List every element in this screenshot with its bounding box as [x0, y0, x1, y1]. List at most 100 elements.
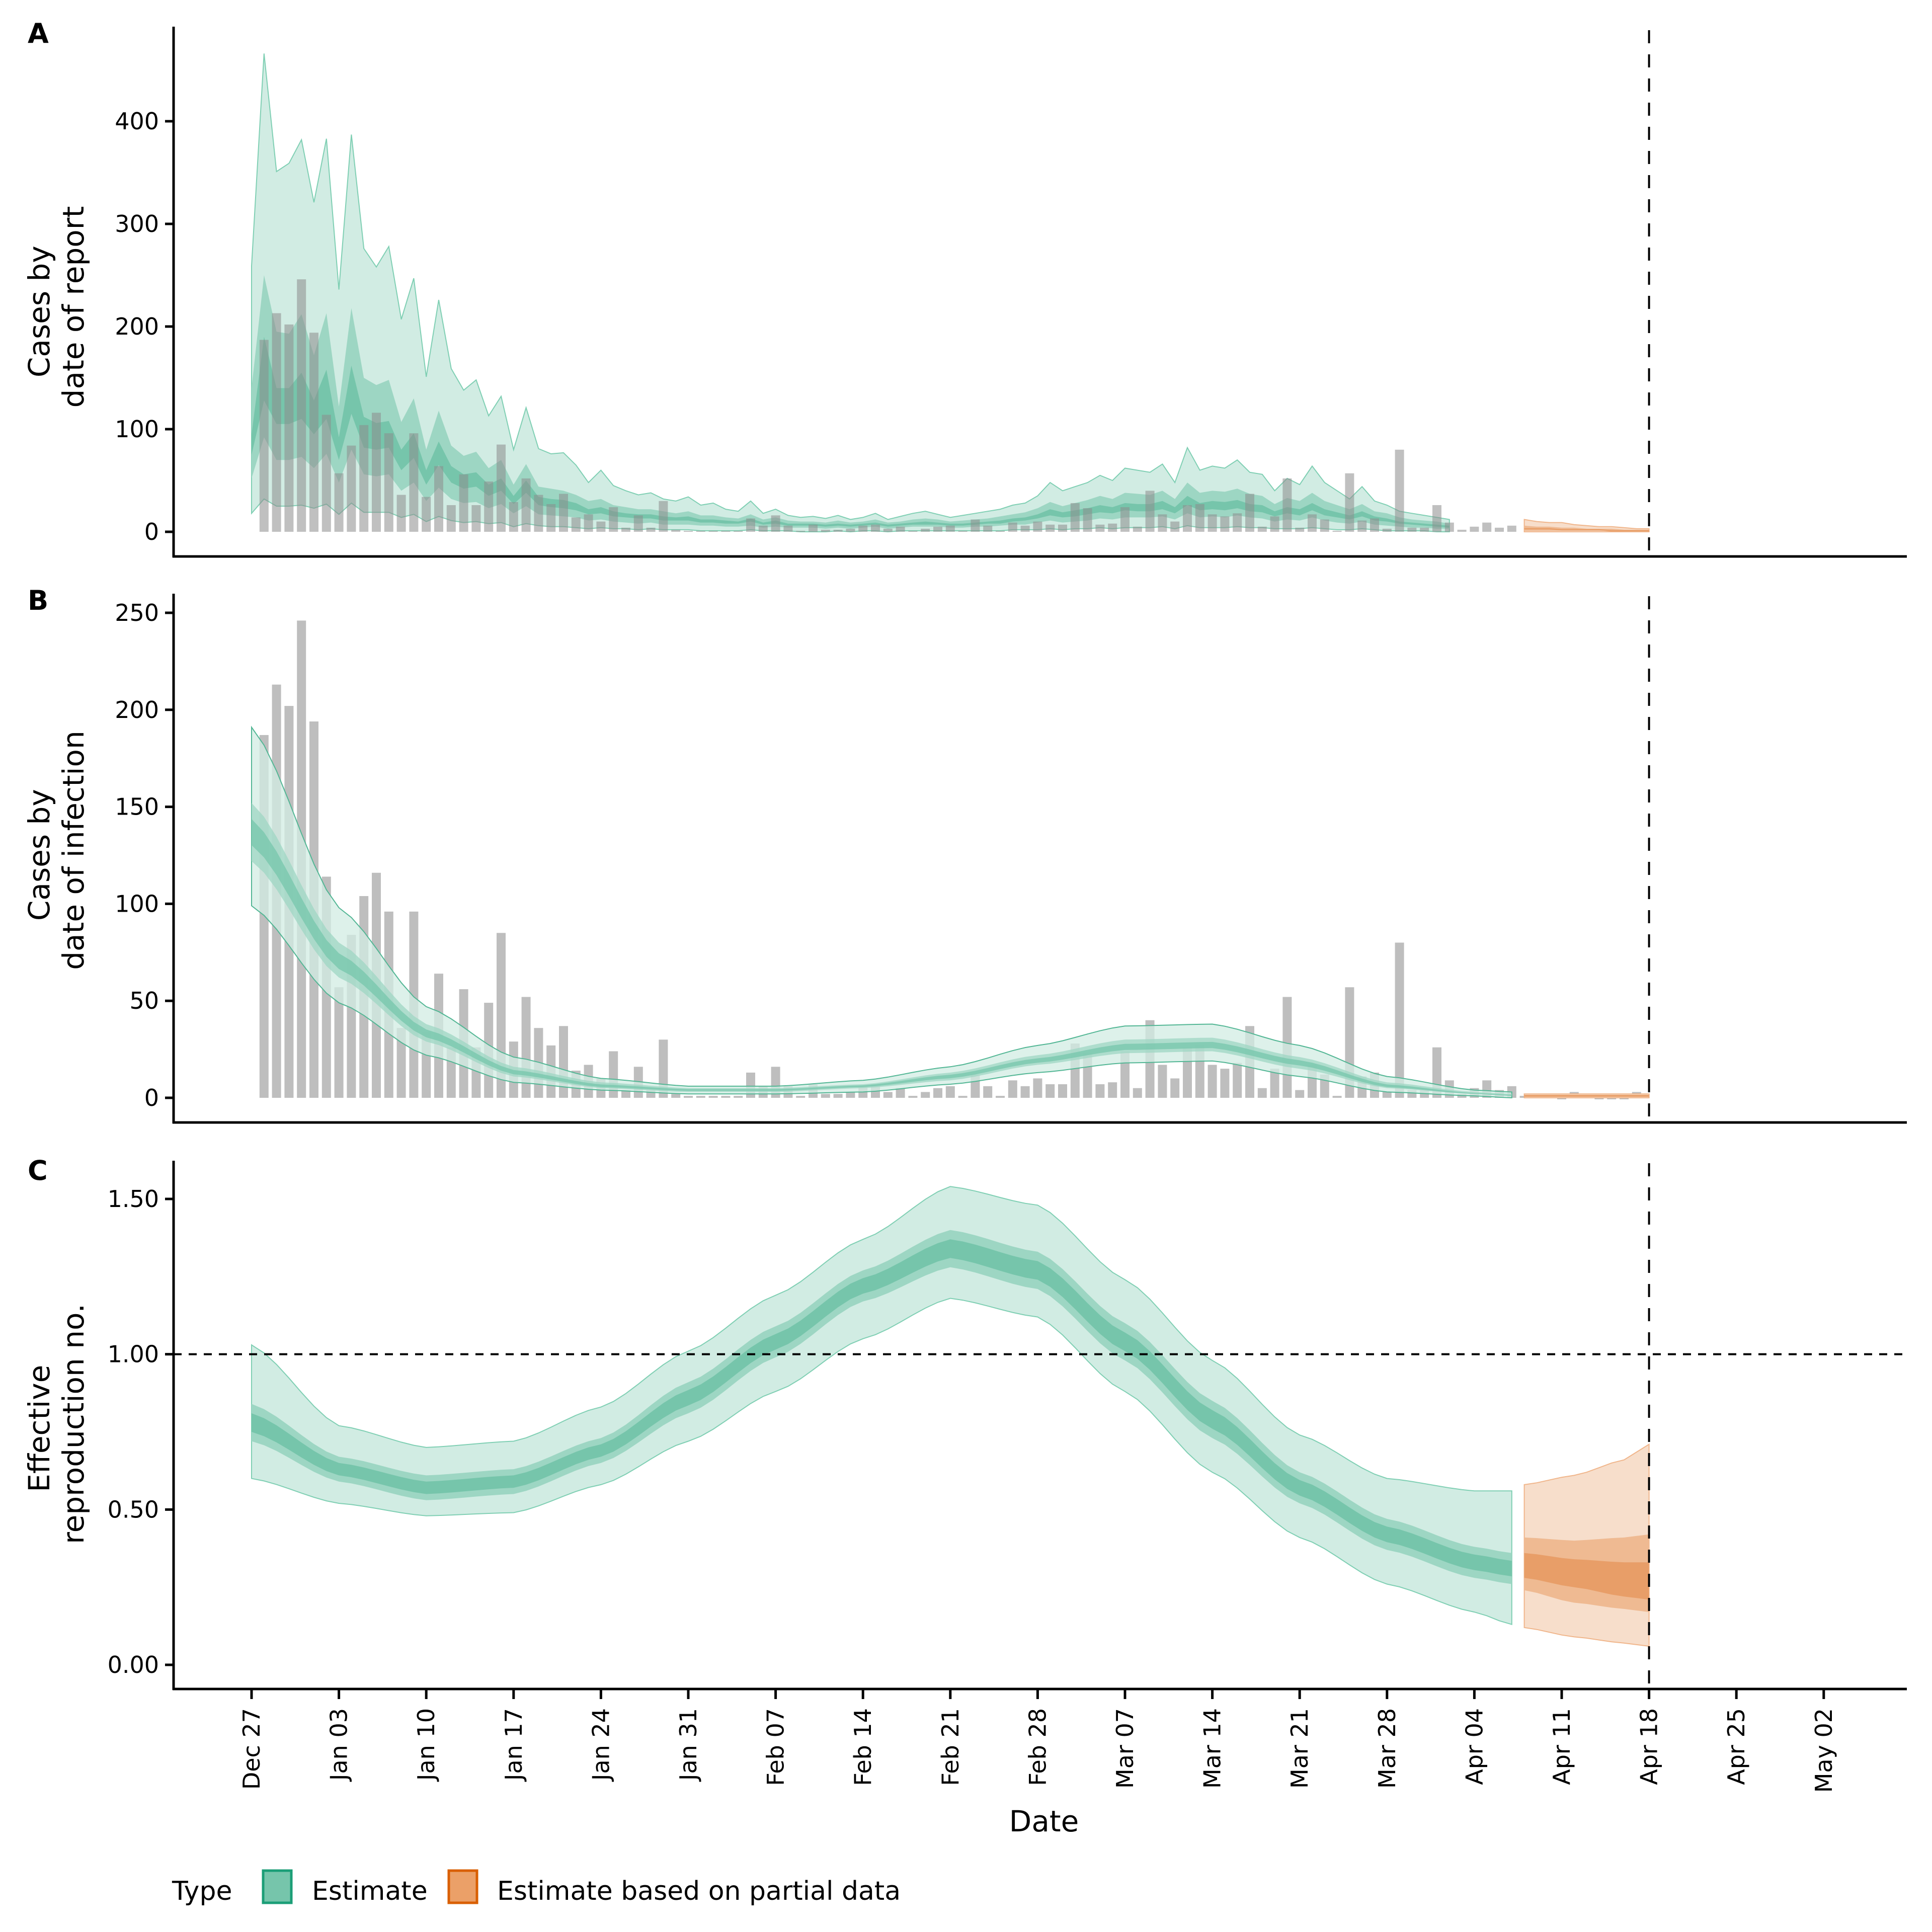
panel-a-bar [284, 324, 294, 532]
panel-a-y-ticks: 0 100 200 300 400 [115, 108, 174, 545]
panel-a-bar [1370, 518, 1379, 532]
panel-b-bar [696, 1096, 705, 1098]
panel-c: C 0.00 0.50 1.00 1.50 Effective reproductio… [22, 1155, 1907, 1793]
panel-a-bar [509, 502, 518, 532]
panel-letter-c: C [28, 1155, 48, 1186]
panel-b: B 0 50 100 150 200 250 Cases by date of infec… [22, 585, 1907, 1124]
panel-a-bar [422, 497, 431, 532]
panel-a-bar [871, 524, 880, 532]
y-tick-label: 0 [144, 518, 159, 545]
panel-b-bar [1020, 1086, 1030, 1098]
panel-a-bar [359, 425, 369, 532]
panel-a-bar [1208, 514, 1217, 532]
y-tick-label: 50 [129, 987, 159, 1014]
panel-a-bar [1432, 505, 1441, 532]
panel-c-partial-band-20 [1524, 1553, 1649, 1600]
panel-b-bar [821, 1094, 830, 1098]
y-tick-label: 200 [115, 313, 159, 340]
panel-b-bar [933, 1088, 942, 1098]
x-tick-label: Apr 04 [1461, 1708, 1488, 1785]
panel-b-bar [1295, 1090, 1305, 1098]
panel-a-bar [1245, 494, 1254, 532]
x-tick-label: Jan 03 [326, 1708, 353, 1782]
panel-a-bar [1045, 524, 1055, 532]
legend-label-partial: Estimate based on partial data [497, 1876, 901, 1906]
panel-a-bar [1008, 522, 1017, 532]
panel-b-ylabel-line2: date of infection [56, 731, 91, 970]
panel-a-bar [1495, 527, 1504, 532]
panel-a-ylabel-line1: Cases by [22, 246, 56, 377]
panel-b-bar [396, 1028, 406, 1098]
panel-a-bar [596, 521, 606, 532]
panel-b-bar [659, 1039, 668, 1098]
panel-a-bar [372, 413, 381, 532]
panel-a-bar [684, 530, 693, 532]
panel-a-bar [833, 529, 843, 532]
panel-a-bar [484, 481, 494, 532]
panel-a-band-50 [252, 275, 1450, 529]
x-tick-label: Mar 14 [1199, 1708, 1226, 1789]
x-tick-label: Mar 28 [1374, 1708, 1401, 1789]
panel-a-bar [809, 524, 818, 532]
legend-swatch-partial [447, 1869, 478, 1904]
x-tick-label: Feb 07 [762, 1708, 789, 1786]
panel-a-bar [896, 526, 905, 532]
panel-a-bar [633, 515, 643, 532]
y-tick-label: 0.50 [108, 1496, 159, 1523]
panel-a-bar [409, 433, 419, 532]
panel-a-bar [1320, 519, 1329, 532]
y-tick-label: 1.50 [108, 1185, 159, 1213]
legend-label-estimate: Estimate [312, 1876, 428, 1906]
panel-a-bar [546, 504, 556, 532]
panel-a-bar [571, 517, 581, 532]
panel-b-bar [1620, 1098, 1629, 1099]
panel-a-bar [696, 530, 705, 532]
panel-a-bar [1120, 507, 1130, 532]
panel-a-bar [1420, 527, 1429, 532]
panel-a-bar [821, 529, 830, 532]
panel-a-bar [1058, 524, 1067, 532]
panel-a-bar [1020, 525, 1030, 532]
panel-a-bar [1332, 530, 1342, 532]
panel-a-bar [1108, 523, 1117, 532]
panel-b-partial-band-20 [1524, 1095, 1649, 1097]
panel-c-ylabel-line2: reproduction no. [56, 1304, 91, 1544]
panel-a-bar [921, 528, 930, 532]
panel-a-ylabel: Cases by date of report [22, 206, 91, 408]
legend-title: Type [172, 1876, 232, 1906]
y-tick-label: 400 [115, 108, 159, 135]
panel-b-bar [945, 1086, 955, 1098]
panel-a-bar [384, 433, 393, 532]
x-tick-label: Mar 07 [1111, 1708, 1139, 1789]
panel-b-bar [1170, 1078, 1180, 1098]
panel-a-bar [1083, 508, 1092, 532]
panel-a-bar [621, 527, 630, 532]
panel-b-bar [1233, 1063, 1242, 1098]
panel-a-bar [708, 530, 718, 532]
panel-b-estimate-bands [251, 726, 1650, 1099]
panel-c-ylabel-line1: Effective [22, 1365, 56, 1492]
x-tick-label: May 02 [1810, 1708, 1837, 1793]
panel-b-bar [1594, 1098, 1604, 1099]
panel-a-bar [272, 313, 281, 532]
panel-a-bar [521, 478, 531, 532]
panel-b-bar [908, 1096, 918, 1098]
panel-a-bar [1295, 527, 1305, 532]
panel-b-bar [1045, 1084, 1055, 1098]
panel-letter-b: B [28, 585, 48, 616]
x-tick-label: Feb 14 [849, 1708, 876, 1786]
panel-a-bar [758, 525, 768, 532]
panel-a-bar [746, 518, 755, 532]
x-tick-label: Feb 28 [1024, 1708, 1051, 1786]
panel-a-bar [883, 528, 893, 532]
panel-a-bar [721, 530, 731, 532]
panel-a-bar [1444, 522, 1454, 532]
panel-c-y-ticks: 0.00 0.50 1.00 1.50 [108, 1185, 174, 1678]
panel-a-bar [1470, 526, 1479, 532]
panel-a-ylabel-line2: date of report [56, 206, 91, 408]
panel-a-bar [659, 501, 668, 532]
panel-a-bar [646, 527, 656, 532]
panel-b-ylabel-line1: Cases by [22, 789, 56, 921]
panel-b-bar [621, 1090, 630, 1098]
legend-swatch-estimate [262, 1869, 293, 1904]
